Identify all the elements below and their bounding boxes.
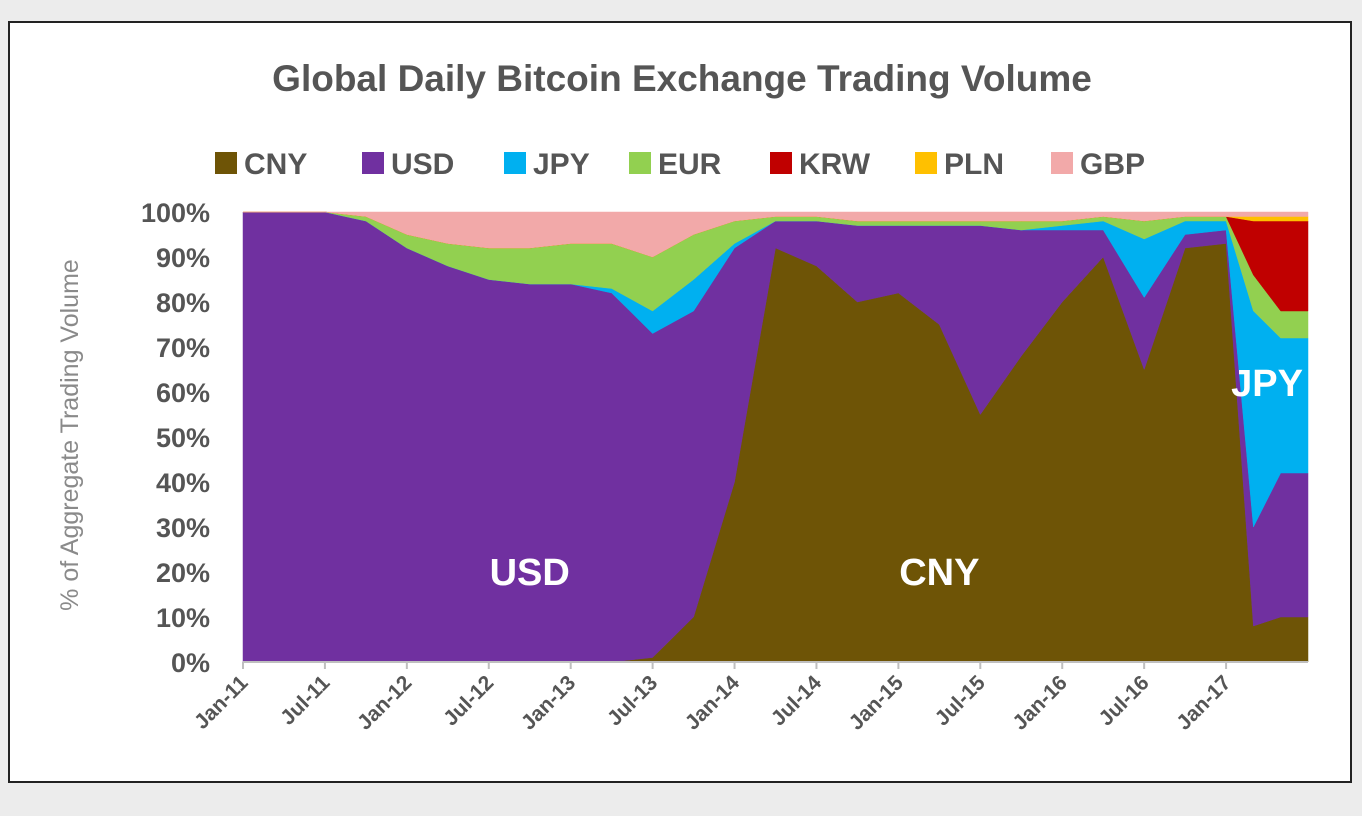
annotation-cny: CNY xyxy=(899,552,979,594)
legend-swatch-gbp xyxy=(1051,152,1073,174)
legend-label-eur: EUR xyxy=(658,148,722,181)
chart-frame: Global Daily Bitcoin Exchange Trading Vo… xyxy=(8,21,1352,783)
legend-swatch-cny xyxy=(215,152,237,174)
y-tick-label: 50% xyxy=(156,423,210,453)
legend-swatch-jpy xyxy=(504,152,526,174)
x-tick-label: Jul-13 xyxy=(603,671,662,730)
plot-areas xyxy=(242,211,1309,663)
legend-label-gbp: GBP xyxy=(1080,148,1145,181)
x-tick-label: Jul-16 xyxy=(1095,671,1154,730)
y-tick-label: 60% xyxy=(156,378,210,408)
annotation-usd: USD xyxy=(490,552,570,594)
y-tick-label: 70% xyxy=(156,333,210,363)
x-tick-label: Jan-11 xyxy=(190,671,253,734)
x-tick-label: Jan-15 xyxy=(845,671,909,735)
legend-swatch-eur xyxy=(629,152,651,174)
chart-title: Global Daily Bitcoin Exchange Trading Vo… xyxy=(272,58,1092,99)
area-gbp xyxy=(243,211,1309,258)
x-tick-label: Jan-13 xyxy=(517,671,580,734)
y-tick-label: 30% xyxy=(156,513,210,543)
legend-swatch-pln xyxy=(915,152,937,174)
annotations: USD CNY JPY xyxy=(490,363,1303,594)
legend-label-krw: KRW xyxy=(799,148,871,181)
legend-label-usd: USD xyxy=(391,148,454,181)
y-tick-label: 10% xyxy=(156,603,210,633)
annotation-jpy: JPY xyxy=(1231,363,1303,405)
x-tick-label: Jan-14 xyxy=(681,671,745,735)
x-tick-label: Jul-15 xyxy=(931,671,990,730)
legend-label-pln: PLN xyxy=(944,148,1004,181)
x-tick-label: Jul-14 xyxy=(767,671,826,730)
y-tick-label: 20% xyxy=(156,558,210,588)
y-tick-label: 40% xyxy=(156,468,210,498)
y-axis-label: % of Aggregate Trading Volume xyxy=(56,259,84,611)
chart-svg: Global Daily Bitcoin Exchange Trading Vo… xyxy=(56,58,1309,735)
legend-swatch-usd xyxy=(362,152,384,174)
y-tick-label: 80% xyxy=(156,288,210,318)
y-tick-label: 100% xyxy=(141,198,210,228)
legend-swatch-krw xyxy=(770,152,792,174)
legend: CNY USD JPY EUR KRW PLN GBP xyxy=(215,148,1145,181)
legend-label-cny: CNY xyxy=(244,148,307,181)
y-tick-label: 90% xyxy=(156,243,210,273)
x-tick-label: Jul-12 xyxy=(439,671,498,730)
x-tick-label: Jan-17 xyxy=(1172,671,1235,734)
x-tick-label: Jan-16 xyxy=(1008,671,1071,734)
x-tick-label: Jan-12 xyxy=(353,671,416,734)
x-tick-label: Jul-11 xyxy=(276,671,335,730)
y-tick-label: 0% xyxy=(171,648,210,678)
legend-label-jpy: JPY xyxy=(533,148,590,181)
